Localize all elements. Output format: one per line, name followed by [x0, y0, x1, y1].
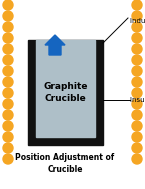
- Circle shape: [132, 99, 142, 109]
- Circle shape: [3, 99, 13, 109]
- Circle shape: [132, 132, 142, 142]
- Circle shape: [3, 143, 13, 153]
- Circle shape: [3, 66, 13, 76]
- Circle shape: [132, 0, 142, 10]
- Circle shape: [3, 132, 13, 142]
- Circle shape: [3, 110, 13, 120]
- Circle shape: [132, 55, 142, 65]
- Circle shape: [3, 11, 13, 21]
- Circle shape: [132, 66, 142, 76]
- Circle shape: [3, 154, 13, 164]
- Circle shape: [132, 11, 142, 21]
- Text: Graphite: Graphite: [43, 82, 88, 91]
- Circle shape: [3, 33, 13, 43]
- Text: Crucible: Crucible: [47, 166, 83, 174]
- Circle shape: [3, 0, 13, 10]
- Circle shape: [132, 44, 142, 54]
- Text: Insulation Felt: Insulation Felt: [130, 97, 145, 103]
- Circle shape: [132, 154, 142, 164]
- Circle shape: [3, 88, 13, 98]
- Circle shape: [132, 110, 142, 120]
- Circle shape: [132, 77, 142, 87]
- Circle shape: [3, 121, 13, 131]
- FancyArrow shape: [45, 35, 65, 55]
- Bar: [36, 40, 95, 137]
- Bar: [28, 40, 103, 145]
- Text: Crucible: Crucible: [45, 94, 86, 103]
- Circle shape: [3, 44, 13, 54]
- Circle shape: [132, 121, 142, 131]
- Text: Position Adjustment of: Position Adjustment of: [15, 153, 115, 163]
- Circle shape: [132, 88, 142, 98]
- Circle shape: [3, 55, 13, 65]
- Circle shape: [132, 22, 142, 32]
- Circle shape: [132, 33, 142, 43]
- Circle shape: [3, 77, 13, 87]
- Text: Induction Coil: Induction Coil: [130, 18, 145, 24]
- Circle shape: [3, 22, 13, 32]
- Circle shape: [132, 143, 142, 153]
